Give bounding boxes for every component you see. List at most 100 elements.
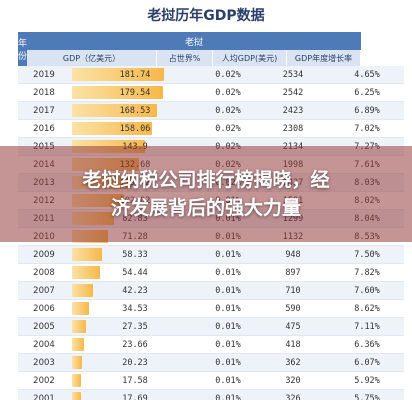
table-row: 2007 42.23 0.01% 710 7.60%: [18, 282, 404, 300]
cell-growth: 7.82%: [354, 267, 380, 278]
cell-year: 2001: [33, 393, 55, 400]
table-row: 2017 168.53 0.02% 2423 6.89%: [18, 102, 404, 120]
cell-share: 0.01%: [215, 303, 241, 314]
cell-year: 2004: [33, 339, 55, 350]
cell-per-capita: 2534: [282, 69, 304, 80]
gdp-bar: [72, 392, 81, 400]
cell-year: 2002: [33, 375, 55, 386]
cell-growth: 7.60%: [354, 285, 380, 296]
gdp-value: 34.53: [122, 303, 148, 314]
gdp-bar: [72, 338, 84, 351]
table-row: 2019 181.74 0.02% 2534 4.65%: [18, 66, 404, 84]
cell-share: 0.02%: [215, 105, 241, 116]
cell-share: 0.02%: [215, 123, 241, 134]
cell-per-capita: 2423: [282, 105, 304, 116]
table-row: 2003 20.23 0.01% 362 6.07%: [18, 354, 404, 372]
gdp-bar: [72, 86, 163, 99]
cell-growth: 7.50%: [354, 249, 380, 260]
gdp-value: 168.53: [119, 105, 151, 116]
table-row: 2016 158.06 0.02% 2308 7.02%: [18, 120, 404, 138]
header-per-capita: 人均GDP(美元): [213, 50, 288, 66]
table-row: 2005 27.35 0.01% 475 7.11%: [18, 318, 404, 336]
table-title: 老挝历年GDP数据: [0, 0, 412, 32]
cell-year: 2018: [33, 87, 55, 98]
headline-banner: 老挝纳税公司排行榜揭晓，经 济发展背后的强大力量: [0, 146, 412, 242]
cell-gdp: 158.06: [70, 120, 200, 137]
cell-share: 0.01%: [215, 267, 241, 278]
cell-year: 2005: [33, 321, 55, 332]
gdp-value: 20.23: [122, 357, 148, 368]
cell-growth: 7.11%: [354, 321, 380, 332]
cell-share: 0.01%: [215, 285, 241, 296]
cell-growth: 5.92%: [354, 375, 380, 386]
cell-gdp: 179.54: [70, 84, 200, 101]
cell-year: 2008: [33, 267, 55, 278]
table-row: 2004 23.66 0.01% 418 6.36%: [18, 336, 404, 354]
cell-year: 2009: [33, 249, 55, 260]
cell-gdp: 58.33: [70, 246, 200, 263]
cell-gdp: 23.66: [70, 336, 200, 353]
gdp-value: 42.23: [122, 285, 148, 296]
cell-per-capita: 2542: [282, 87, 304, 98]
cell-gdp: 17.58: [70, 372, 200, 389]
cell-per-capita: 590: [285, 303, 301, 314]
cell-gdp: 168.53: [70, 102, 200, 119]
table-row: 2018 179.54 0.02% 2542 6.25%: [18, 84, 404, 102]
cell-year: 2017: [33, 105, 55, 116]
cell-per-capita: 326: [285, 393, 301, 400]
cell-year: 2006: [33, 303, 55, 314]
cell-year: 2003: [33, 357, 55, 368]
cell-per-capita: 2308: [282, 123, 304, 134]
cell-growth: 6.36%: [354, 339, 380, 350]
cell-growth: 6.25%: [354, 87, 380, 98]
cell-gdp: 54.44: [70, 264, 200, 281]
table-row: 2006 34.53 0.01% 590 8.62%: [18, 300, 404, 318]
cell-share: 0.02%: [215, 87, 241, 98]
cell-year: 2019: [33, 69, 55, 80]
cell-per-capita: 948: [285, 249, 301, 260]
headline-line-2: 济发展背后的强大力量: [110, 197, 301, 219]
cell-gdp: 42.23: [70, 282, 200, 299]
gdp-value: 17.58: [122, 375, 148, 386]
cell-gdp: 181.74: [70, 66, 200, 83]
cell-gdp: 27.35: [70, 318, 200, 335]
cell-growth: 8.62%: [354, 303, 380, 314]
header-year: 年份: [18, 32, 28, 66]
gdp-bar: [72, 68, 164, 81]
header-group-country: 老挝: [27, 32, 362, 50]
gdp-value: 158.06: [119, 123, 151, 134]
gdp-bar: [72, 374, 81, 387]
header-gdp: GDP（亿美元）: [27, 50, 158, 66]
cell-share: 0.01%: [215, 393, 241, 400]
gdp-bar: [72, 248, 102, 261]
cell-growth: 6.07%: [354, 357, 380, 368]
table-row: 2002 17.58 0.01% 320 5.92%: [18, 372, 404, 390]
cell-share: 0.01%: [215, 375, 241, 386]
gdp-value: 23.66: [122, 339, 148, 350]
header-growth: GDP年度增长率: [287, 50, 362, 66]
gdp-bar: [72, 356, 83, 369]
table-row: 2008 54.44 0.01% 897 7.82%: [18, 264, 404, 282]
gdp-bar: [72, 320, 86, 333]
headline-line-1: 老挝纳税公司排行榜揭晓，经: [82, 169, 330, 191]
cell-growth: 6.89%: [354, 105, 380, 116]
gdp-value: 58.33: [122, 249, 148, 260]
cell-share: 0.01%: [215, 321, 241, 332]
gdp-value: 181.74: [119, 69, 151, 80]
cell-share: 0.01%: [215, 357, 241, 368]
cell-gdp: 34.53: [70, 300, 200, 317]
cell-year: 2016: [33, 123, 55, 134]
gdp-bar: [72, 122, 152, 135]
cell-share: 0.01%: [215, 249, 241, 260]
header-share: 占世界%: [157, 50, 214, 66]
gdp-value: 17.69: [122, 393, 148, 400]
cell-gdp: 20.23: [70, 354, 200, 371]
gdp-bar: [72, 104, 158, 117]
cell-growth: 7.02%: [354, 123, 380, 134]
cell-share: 0.01%: [215, 339, 241, 350]
cell-per-capita: 710: [285, 285, 301, 296]
cell-gdp: 17.69: [70, 390, 200, 400]
table-row: 2001 17.69 0.01% 326 5.75%: [18, 390, 404, 400]
gdp-bar: [72, 302, 90, 315]
gdp-value: 54.44: [122, 267, 148, 278]
